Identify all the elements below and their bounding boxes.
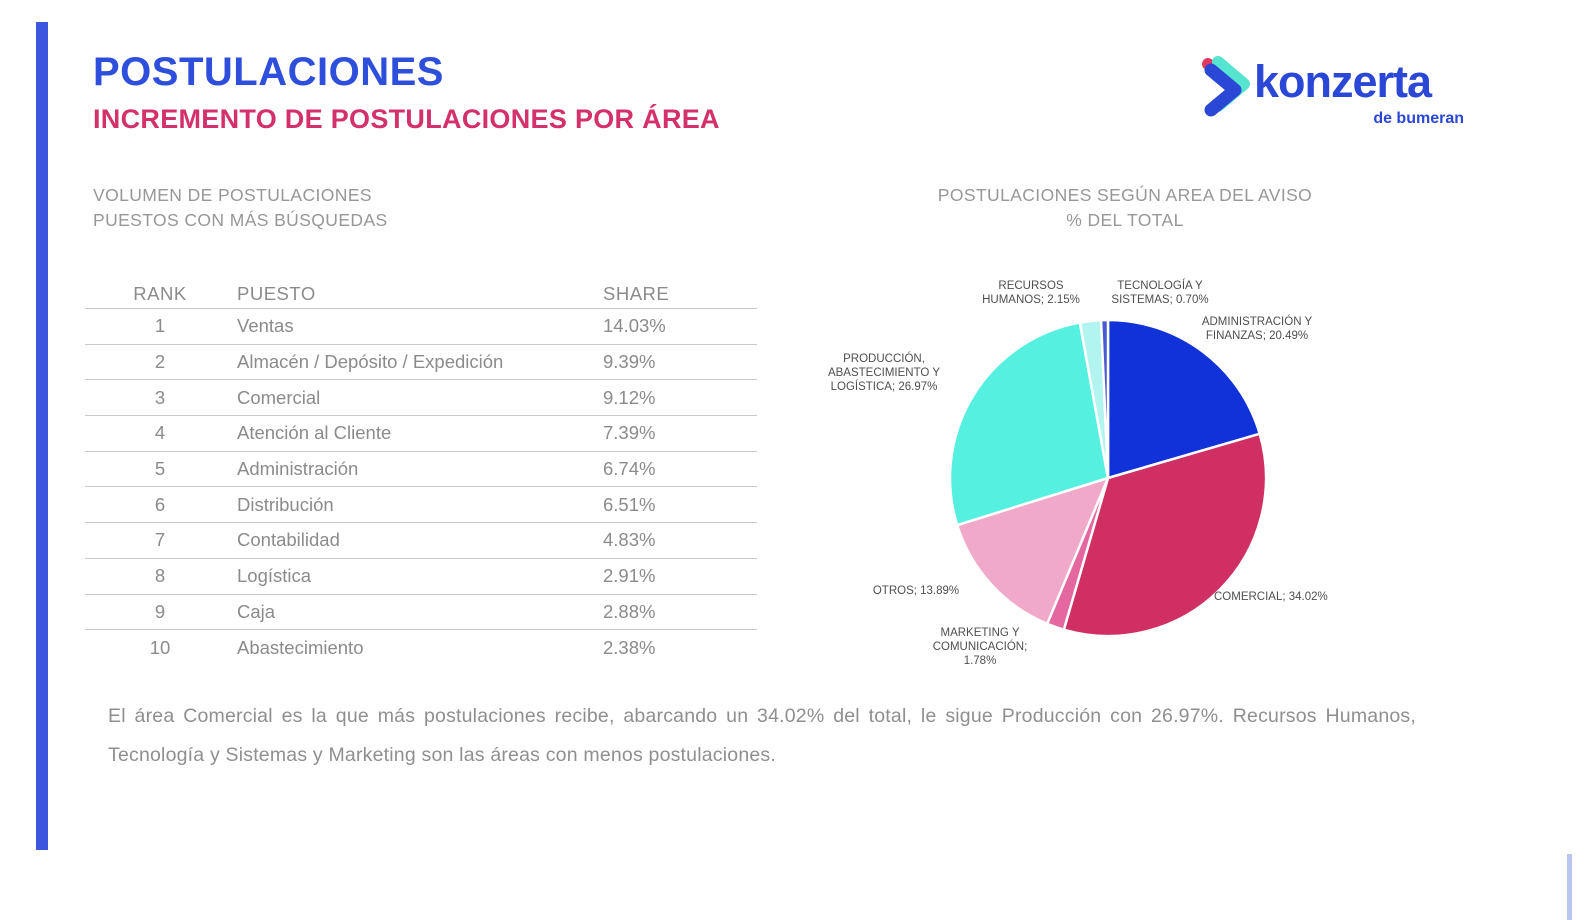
cell-rank: 8	[154, 565, 166, 587]
cell-puesto: Administración	[237, 458, 359, 480]
pie-label-produccion-logistica: PRODUCCIÓN, ABASTECIMIENTO Y LOGÍSTICA; …	[827, 353, 941, 393]
cell-share: 2.91%	[603, 565, 656, 587]
page-subtitle: INCREMENTO DE POSTULACIONES POR ÁREA	[93, 104, 720, 134]
table-row: 2 Almacén / Depósito / Expedición 9.39%	[85, 345, 757, 381]
cell-puesto: Ventas	[237, 315, 294, 337]
pie-label-tecnologia-y-sistemas: TECNOLOGÍA Y SISTEMAS; 0.70%	[1111, 280, 1209, 306]
pie-slice-administracion-y-finanzas	[1106, 318, 1261, 480]
cell-rank: 6	[154, 493, 166, 515]
left-accent-bar	[36, 22, 48, 850]
cell-puesto: Abastecimiento	[237, 636, 364, 658]
cell-rank: 3	[154, 386, 166, 408]
logo-brand-text: konzerta	[1254, 56, 1432, 107]
cell-rank: 10	[149, 636, 171, 658]
pie-label-marketing-comunicacion: MARKETING Y COMUNICACIÓN; 1.78%	[932, 627, 1028, 667]
cell-puesto: Contabilidad	[237, 529, 340, 551]
table-row: 8 Logística 2.91%	[85, 559, 757, 595]
ranking-table-body: 1 Ventas 14.03% 2 Almacén / Depósito / Exped…	[85, 309, 757, 665]
cell-share: 4.83%	[603, 529, 656, 551]
cell-rank: 4	[154, 422, 166, 444]
left-heading-line1: VOLUMEN DE POSTULACIONES	[93, 185, 372, 205]
column-header-share: SHARE	[603, 283, 670, 304]
cell-puesto: Distribución	[237, 493, 334, 515]
pie-chart	[948, 318, 1268, 638]
chart-section-heading: POSTULACIONES SEGÚN AREA DEL AVISO % DEL…	[880, 183, 1370, 233]
ranking-table: RANK PUESTO SHARE 1 Ventas 14.03% 2 Almacén …	[85, 280, 757, 665]
cell-share: 14.03%	[603, 315, 666, 337]
cell-puesto: Almacén / Depósito / Expedición	[237, 351, 504, 373]
table-row: 10 Abastecimiento 2.38%	[85, 630, 757, 665]
pie-slice-tecnologia-y-sistemas	[1099, 318, 1110, 480]
cell-share: 6.51%	[603, 493, 656, 515]
cell-puesto: Atención al Cliente	[237, 422, 392, 444]
konzerta-chevron-icon	[1202, 56, 1250, 117]
cell-share: 9.12%	[603, 386, 656, 408]
table-row: 6 Distribución 6.51%	[85, 487, 757, 524]
cell-rank: 1	[154, 315, 166, 337]
cell-rank: 7	[154, 529, 166, 551]
cell-share: 6.74%	[603, 458, 656, 480]
cell-share: 7.39%	[603, 422, 656, 444]
cell-rank: 2	[154, 351, 166, 373]
table-row: 1 Ventas 14.03%	[85, 309, 757, 345]
table-row: 3 Comercial 9.12%	[85, 380, 757, 417]
pie-label-comercial: COMERCIAL; 34.02%	[1214, 591, 1328, 603]
table-header-row: RANK PUESTO SHARE	[85, 280, 757, 309]
table-row: 5 Administración 6.74%	[85, 452, 757, 488]
pie-slice-produccion-abastecimiento-y-logistica	[948, 321, 1110, 527]
pie-slice-comercial	[1062, 432, 1268, 638]
cell-puesto: Comercial	[237, 386, 321, 408]
pie-label-administracion-finanzas: ADMINISTRACIÓN Y FINANZAS; 20.49%	[1201, 316, 1313, 342]
page-title: POSTULACIONES	[93, 50, 444, 94]
chart-heading-line1: POSTULACIONES SEGÚN AREA DEL AVISO	[937, 185, 1313, 205]
cell-share: 9.39%	[603, 351, 656, 373]
cell-puesto: Logística	[237, 565, 312, 587]
left-section-heading: VOLUMEN DE POSTULACIONES PUESTOS CON MÁS…	[93, 183, 388, 233]
pie-label-recursos-humanos: RECURSOS HUMANOS; 2.15%	[982, 280, 1080, 306]
table-row: 9 Caja 2.88%	[85, 595, 757, 631]
table-row: 4 Atención al Cliente 7.39%	[85, 416, 757, 452]
cell-share: 2.88%	[603, 600, 656, 622]
pie-label-otros: OTROS; 13.89%	[872, 585, 960, 597]
right-edge-accent	[1567, 854, 1572, 920]
cell-puesto: Caja	[237, 600, 276, 622]
konzerta-logo: konzerta de bumeran	[1178, 52, 1470, 136]
chart-heading-line2: % DEL TOTAL	[1066, 210, 1184, 230]
cell-rank: 9	[154, 600, 166, 622]
table-row: 7 Contabilidad 4.83%	[85, 523, 757, 559]
cell-rank: 5	[154, 458, 166, 480]
cell-share: 2.38%	[603, 636, 656, 658]
column-header-rank: RANK	[133, 283, 187, 304]
summary-paragraph: El área Comercial es la que más postulac…	[108, 705, 1416, 766]
column-header-puesto: PUESTO	[237, 283, 316, 304]
logo-subbrand-text: de bumeran	[1373, 110, 1464, 127]
left-heading-line2: PUESTOS CON MÁS BÚSQUEDAS	[93, 210, 388, 230]
